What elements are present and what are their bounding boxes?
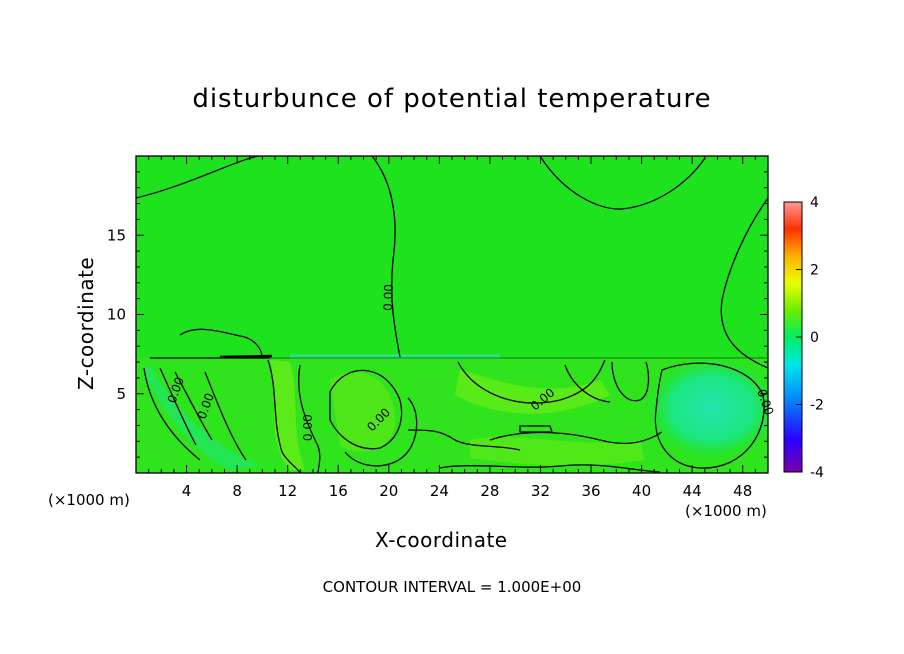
x-tick-label: 32: [531, 482, 550, 500]
x-tick-label: 48: [733, 482, 752, 500]
cold-streak: [144, 365, 260, 470]
x-tick-label: 20: [379, 482, 398, 500]
x-unit-label-right: (×1000 m): [685, 502, 767, 520]
warm-streak: [470, 437, 645, 466]
x-unit-label-left: (×1000 m): [48, 491, 130, 509]
colorbar-tick-label: 0: [810, 330, 819, 346]
y-tick-label: 10: [107, 306, 126, 324]
y-tick-label: 15: [107, 226, 126, 244]
x-tick-label: 16: [329, 482, 348, 500]
x-axis: 4 8 12 16 20 24 28 32 36 40 44 48: [148, 156, 756, 500]
contour-label: 0.00: [301, 414, 315, 441]
colorbar-ticks: -4 -2 0 2 4: [796, 195, 824, 481]
colorbar-tick-label: 4: [810, 195, 819, 211]
interface-band: [290, 354, 500, 359]
y-axis-label: Z-coordinate: [74, 256, 98, 390]
colorbar-tick-label: 2: [810, 263, 819, 279]
x-tick-label: 28: [480, 482, 499, 500]
contour-interval-text: CONTOUR INTERVAL = 1.000E+00: [322, 578, 582, 596]
x-tick-label: 12: [278, 482, 297, 500]
warm-streak: [455, 370, 610, 414]
x-tick-label: 4: [182, 482, 192, 500]
warm-streak: [330, 372, 395, 452]
y-axis: 5 10 15: [107, 171, 768, 458]
colorbar-tick-label: -2: [810, 398, 824, 414]
x-tick-label: 8: [232, 482, 242, 500]
x-tick-label: 40: [632, 482, 651, 500]
cold-blob: [642, 353, 768, 463]
warm-streak: [270, 360, 305, 470]
colorbar-tick-label: -4: [810, 465, 824, 481]
x-tick-label: 44: [683, 482, 702, 500]
x-axis-label: X-coordinate: [375, 528, 508, 552]
x-tick-label: 24: [430, 482, 449, 500]
contour-lines: [136, 156, 768, 473]
x-tick-label: 36: [581, 482, 600, 500]
chart-title: disturbunce of potential temperature: [192, 84, 712, 114]
contour-label: 0.00: [381, 284, 396, 311]
y-tick-label: 5: [116, 385, 126, 403]
